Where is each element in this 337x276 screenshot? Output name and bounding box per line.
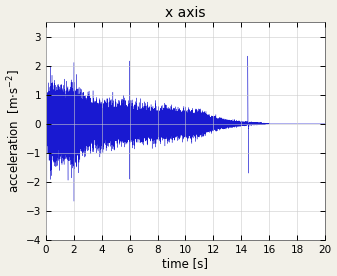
Title: x axis: x axis <box>165 6 206 20</box>
X-axis label: time [s]: time [s] <box>162 258 209 270</box>
Y-axis label: acceleration  [m$\cdot$s$^{-2}$]: acceleration [m$\cdot$s$^{-2}$] <box>5 69 23 193</box>
